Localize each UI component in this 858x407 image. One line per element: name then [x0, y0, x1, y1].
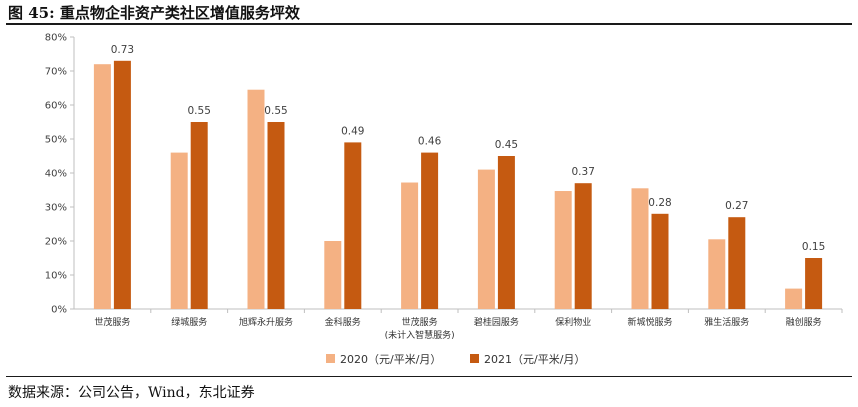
bar-2021 [267, 122, 285, 309]
y-tick-label: 30% [45, 203, 67, 214]
category-sublabel: (未计入智慧服务) [385, 329, 455, 341]
source-note: 数据来源：公司公告，Wind，东北证券 [8, 385, 255, 401]
legend-2020-swatch [326, 354, 335, 363]
legend-2020-label: 2020（元/平米/月） [340, 353, 441, 366]
source-rule [6, 376, 852, 377]
bar-2020 [631, 188, 649, 309]
category-label: 世茂服务 [94, 316, 130, 328]
data-label-2021: 0.55 [264, 105, 287, 117]
y-tick-label: 80% [45, 33, 67, 44]
figure-title: 图 45: 重点物企非资产类社区增值服务坪效 [8, 4, 300, 22]
bar-2021 [344, 142, 362, 309]
data-label-2021: 0.15 [802, 241, 825, 253]
bar-2020 [324, 241, 342, 309]
bar-2020 [93, 64, 111, 309]
y-tick-label: 10% [45, 271, 67, 282]
bar-2020 [401, 182, 419, 309]
bar-2021 [651, 213, 669, 309]
y-tick-label: 50% [45, 135, 67, 146]
data-label-2021: 0.28 [648, 197, 671, 209]
data-label-2021: 0.37 [572, 166, 595, 178]
bar-2021 [728, 217, 746, 309]
y-tick-label: 70% [45, 67, 67, 78]
bar-2020 [708, 239, 726, 309]
bar-2021 [113, 60, 131, 309]
bar-2021 [497, 156, 515, 309]
category-label: 碧桂园服务 [474, 316, 519, 328]
category-label: 保利物业 [555, 316, 591, 328]
y-tick-label: 60% [45, 101, 67, 112]
bar-2021 [805, 258, 823, 309]
data-label-2021: 0.49 [341, 125, 364, 137]
bar-2020 [170, 152, 188, 309]
data-label-2021: 0.46 [418, 136, 442, 148]
category-label: 金科服务 [325, 316, 361, 328]
category-label: 新城悦服务 [627, 316, 672, 328]
bar-2020 [785, 288, 803, 309]
y-tick-label: 40% [45, 169, 67, 180]
data-label-2021: 0.27 [725, 200, 748, 212]
category-label: 融创服务 [786, 316, 822, 328]
y-tick-label: 20% [45, 237, 67, 248]
data-label-2021: 0.55 [188, 105, 211, 117]
data-label-2021: 0.73 [111, 44, 134, 56]
bar-2021 [574, 183, 592, 309]
bar-2020 [477, 169, 495, 309]
title-rule [6, 23, 852, 25]
legend-2021-label: 2021（元/平米/月） [484, 353, 585, 366]
bar-2020 [247, 89, 265, 309]
bar-2020 [554, 191, 572, 309]
bar-2021 [421, 152, 439, 309]
category-label: 绿城服务 [171, 316, 207, 328]
y-tick-label: 0% [51, 305, 67, 316]
legend-2021-swatch [470, 354, 479, 363]
category-label: 雅生活服务 [704, 316, 749, 328]
category-label: 旭辉永升服务 [239, 316, 293, 328]
category-label: 世茂服务 [402, 316, 438, 328]
bar-2021 [190, 122, 208, 309]
data-label-2021: 0.45 [495, 139, 518, 151]
